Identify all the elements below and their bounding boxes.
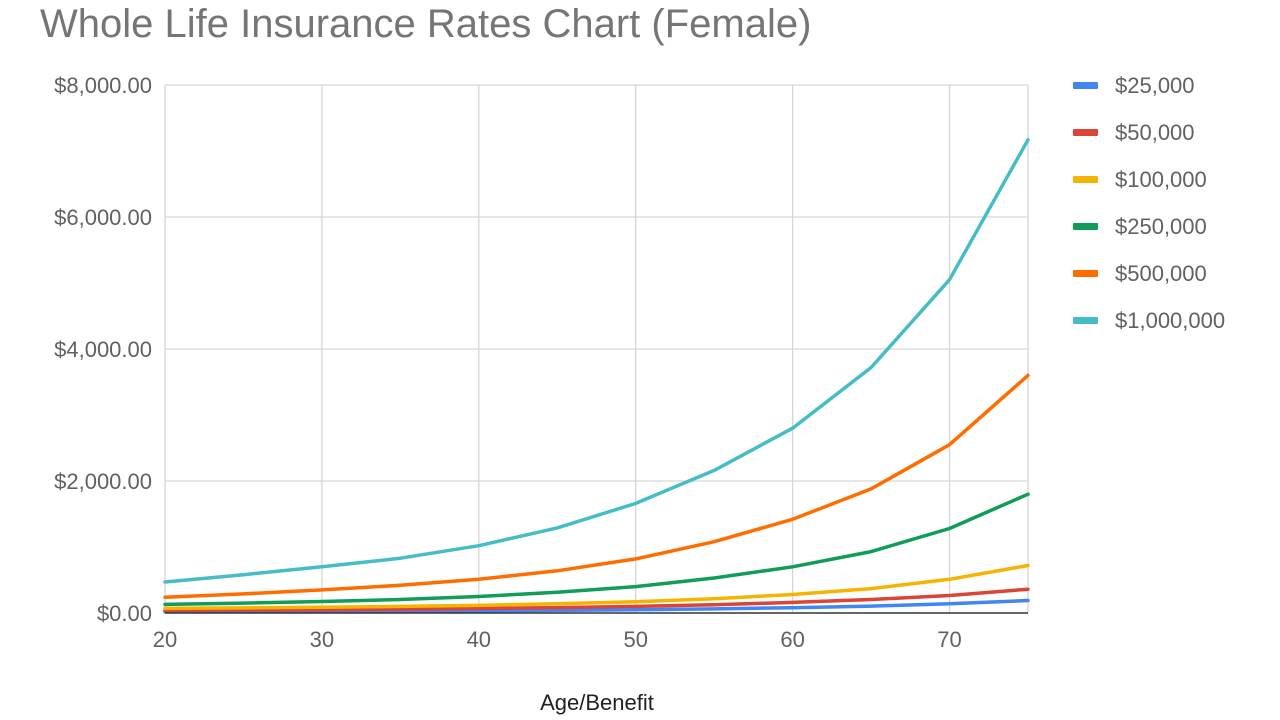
legend: $25,000 $50,000 $100,000 $250,000 $500,000 $1… [1073, 73, 1225, 333]
x-axis-title: Age/Benefit [540, 690, 654, 715]
y-tick-label: $8,000.00 [54, 73, 152, 98]
y-tick-label: $2,000.00 [54, 469, 152, 494]
y-tick-label: $4,000.00 [54, 337, 152, 362]
series-line [163, 492, 1030, 607]
x-tick-label: 70 [937, 627, 961, 652]
x-tick-label: 40 [467, 627, 491, 652]
series-line [163, 373, 1030, 599]
legend-swatch [1073, 317, 1098, 324]
axes: $0.00 $2,000.00 $4,000.00 $6,000.00 $8,000.0… [54, 73, 1028, 652]
x-tick-label: 50 [623, 627, 647, 652]
legend-swatch [1073, 129, 1098, 136]
legend-label: $100,000 [1115, 167, 1207, 192]
legend-swatch [1073, 270, 1098, 277]
series-line [163, 138, 1030, 584]
y-tick-label: $6,000.00 [54, 205, 152, 230]
legend-label: $250,000 [1115, 214, 1207, 239]
series-lines [163, 138, 1030, 614]
x-tick-label: 30 [310, 627, 334, 652]
legend-swatch [1073, 223, 1098, 230]
grid [164, 84, 1029, 613]
y-tick-label: $0.00 [97, 601, 152, 626]
chart-title: Whole Life Insurance Rates Chart (Female… [40, 2, 812, 46]
x-tick-label: 60 [780, 627, 804, 652]
series-line [163, 563, 1030, 611]
series-line [163, 587, 1030, 613]
x-tick-label: 20 [153, 627, 177, 652]
legend-label: $50,000 [1115, 120, 1195, 145]
legend-label: $25,000 [1115, 73, 1195, 98]
legend-label: $500,000 [1115, 261, 1207, 286]
legend-label: $1,000,000 [1115, 308, 1225, 333]
legend-swatch [1073, 176, 1098, 183]
legend-swatch [1073, 82, 1098, 89]
